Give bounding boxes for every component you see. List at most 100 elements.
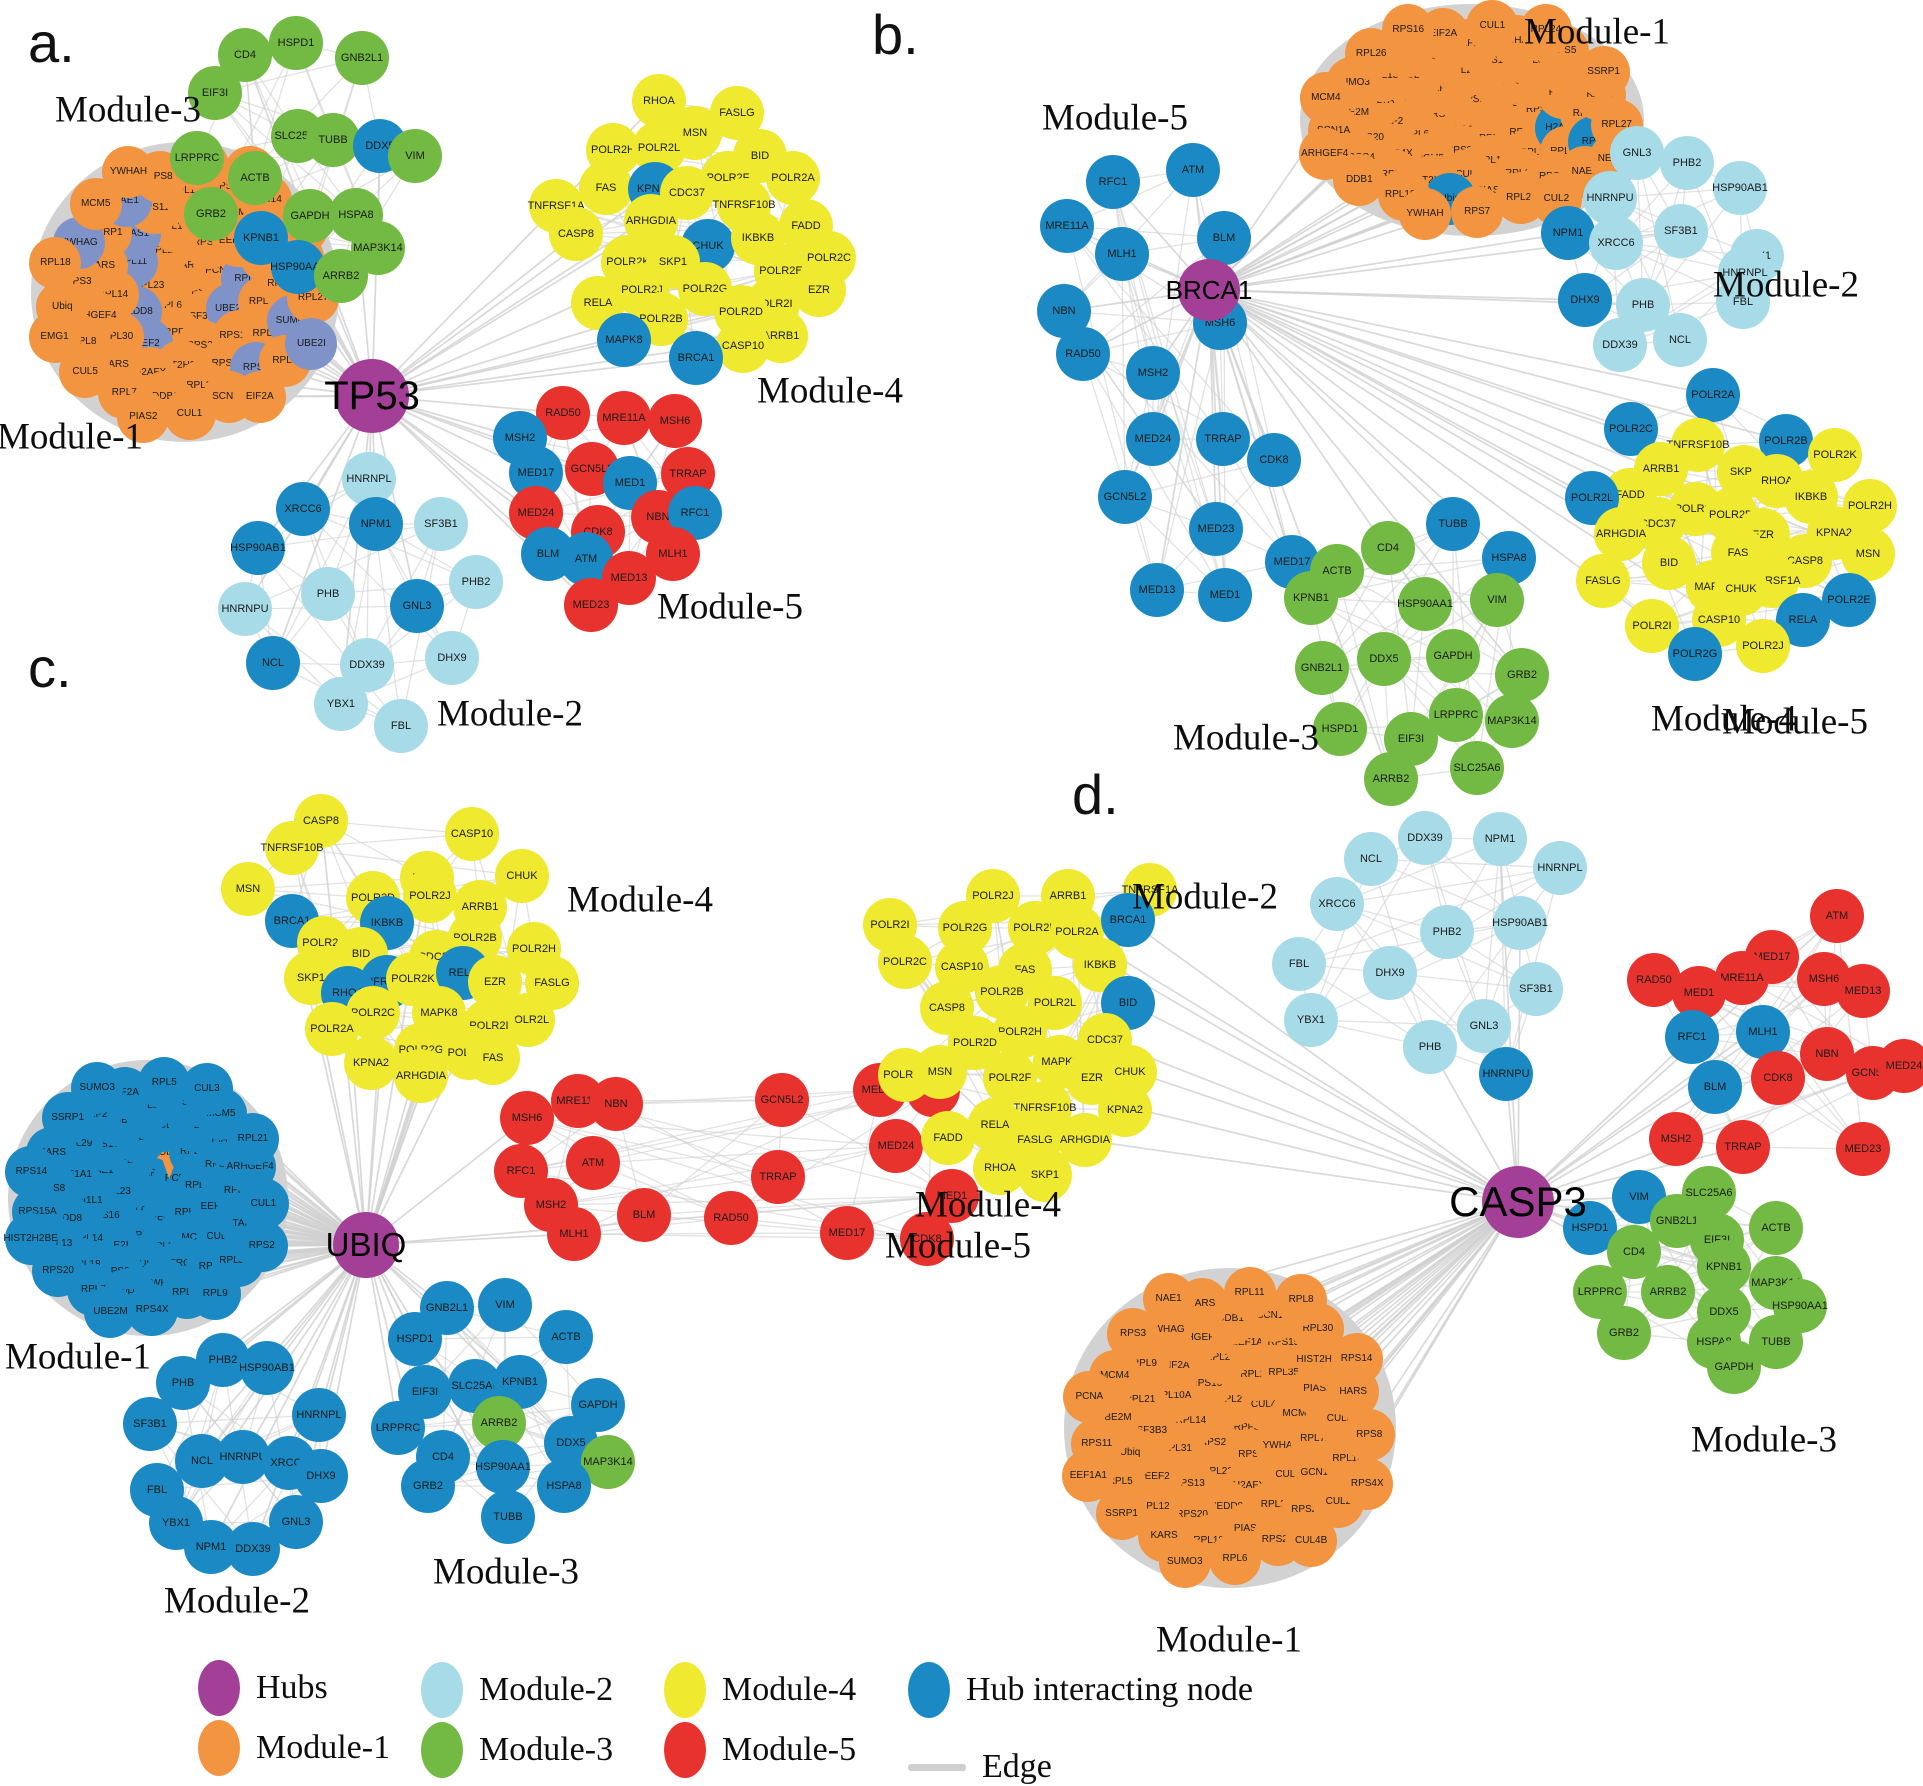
node-SF3B1: SF3B1 xyxy=(1509,962,1563,1016)
node-MRE11A: MRE11A xyxy=(597,391,651,445)
node-TUBB: TUBB xyxy=(481,1490,535,1544)
node-ARHGDIA: ARHGDIA xyxy=(1594,507,1648,561)
node-GRB2: GRB2 xyxy=(184,187,238,241)
node-PIAS2: PIAS2 xyxy=(117,390,170,443)
module-label: Module-1 xyxy=(5,1336,151,1378)
node-VIM: VIM xyxy=(1470,573,1524,627)
node-RPL8: RPL8 xyxy=(1275,1273,1328,1326)
node-GCN5L2: GCN5L2 xyxy=(755,1073,809,1127)
node-PHB: PHB xyxy=(301,567,355,621)
module-label: Module-5 xyxy=(657,586,803,628)
node-ARHGEF4: ARHGEF4 xyxy=(1298,127,1351,180)
node-RPL18: RPL18 xyxy=(29,237,82,290)
node-CASP8: CASP8 xyxy=(549,207,603,261)
node-HSPD1: HSPD1 xyxy=(1313,702,1367,756)
node-SKP1: SKP1 xyxy=(1018,1148,1072,1202)
node-FBL: FBL xyxy=(1716,275,1770,329)
node-TUBB: TUBB xyxy=(306,113,360,167)
node-BRCA1: BRCA1 xyxy=(1101,893,1155,947)
node-EIF3I: EIF3I xyxy=(188,66,242,120)
module-label: Module-5 xyxy=(885,1225,1031,1267)
module-label: Module-1 xyxy=(1156,1619,1302,1661)
node-NCL: NCL xyxy=(1653,313,1707,367)
node-RAD50: RAD50 xyxy=(1056,327,1110,381)
node-SF3B1: SF3B1 xyxy=(123,1397,177,1451)
node-RAD50: RAD50 xyxy=(536,386,590,440)
node-DHX9: DHX9 xyxy=(1363,946,1417,1000)
hub-BRCA1: BRCA1 xyxy=(1166,259,1252,321)
node-SUMO3: SUMO3 xyxy=(1158,1536,1211,1589)
module-label: Module-3 xyxy=(433,1551,579,1593)
node-MLH1: MLH1 xyxy=(547,1207,601,1261)
node-GNB2L1: GNB2L1 xyxy=(420,1281,474,1335)
node-TRRAP: TRRAP xyxy=(1716,1120,1770,1174)
node-RPL9: RPL9 xyxy=(189,1268,242,1321)
node-RAD50: RAD50 xyxy=(704,1191,758,1245)
node-FASLG: FASLG xyxy=(1576,554,1630,608)
node-GNB2L1: GNB2L1 xyxy=(1295,641,1349,695)
node-HNRNPU: HNRNPU xyxy=(1479,1047,1533,1101)
panel-letter: d. xyxy=(1072,763,1119,826)
node-BID: BID xyxy=(1101,976,1155,1030)
node-POLR2J: POLR2J xyxy=(1736,619,1790,673)
node-ARHGDIA: ARHGDIA xyxy=(394,1049,448,1103)
node-LRPPRC: LRPPRC xyxy=(1429,688,1483,742)
node-BLM: BLM xyxy=(1688,1060,1742,1114)
node-HSP90AB1: HSP90AB1 xyxy=(1492,896,1548,950)
node-TUBB: TUBB xyxy=(1426,497,1480,551)
node-HSP90AA1: HSP90AA1 xyxy=(1397,577,1453,631)
node-RPS7: RPS7 xyxy=(1451,185,1504,238)
module-label: Module-2 xyxy=(1713,264,1859,306)
node-MED24: MED24 xyxy=(869,1119,923,1173)
node-ATM: ATM xyxy=(1166,143,1220,197)
node-NPM1: NPM1 xyxy=(1473,812,1527,866)
node-MED1: MED1 xyxy=(1198,568,1252,622)
node-MSN: MSN xyxy=(221,862,275,916)
node-RPS14: RPS14 xyxy=(5,1145,58,1198)
node-POLR2G: POLR2G xyxy=(1668,627,1722,681)
node-YBX1: YBX1 xyxy=(1284,993,1338,1047)
node-HSP90AB1: HSP90AB1 xyxy=(230,521,286,575)
node-MED23: MED23 xyxy=(1189,502,1243,556)
node-XRCC6: XRCC6 xyxy=(1310,877,1364,931)
node-CDK8: CDK8 xyxy=(900,1212,954,1266)
module-label: Module-2 xyxy=(1132,876,1278,918)
node-GNB2L1: GNB2L1 xyxy=(335,31,389,85)
node-HNRNPL: HNRNPL xyxy=(1533,841,1587,895)
node-GRB2: GRB2 xyxy=(401,1459,455,1513)
node-BRCA1: BRCA1 xyxy=(669,331,723,385)
node-CUL1: CUL1 xyxy=(1466,0,1519,52)
node-RPS2: RPS2 xyxy=(235,1219,288,1272)
node-EEF1A1: EEF1A1 xyxy=(1062,1450,1115,1503)
node-CUL1: CUL1 xyxy=(163,388,216,441)
module-label: Module-5 xyxy=(1042,97,1188,139)
node-MED23: MED23 xyxy=(1836,1122,1890,1176)
node-ATM: ATM xyxy=(1810,889,1864,943)
node-RFC1: RFC1 xyxy=(1086,155,1140,209)
node-GAPDH: GAPDH xyxy=(1426,629,1480,683)
module-label: Module-4 xyxy=(1651,698,1797,740)
node-PHB2: PHB2 xyxy=(1420,905,1474,959)
node-HSP90AB1: HSP90AB1 xyxy=(239,1341,295,1395)
node-ACTB: ACTB xyxy=(539,1310,593,1364)
node-BLM: BLM xyxy=(1197,211,1251,265)
node-MSN: MSN xyxy=(1841,527,1895,581)
node-CD4: CD4 xyxy=(1361,521,1415,575)
node-ACTB: ACTB xyxy=(228,151,282,205)
node-MRE11A: MRE11A xyxy=(1040,199,1094,253)
node-SSRP1: SSRP1 xyxy=(1577,45,1630,98)
node-NCL: NCL xyxy=(1344,832,1398,886)
node-TNFRSF10B: TNFRSF10B xyxy=(261,821,323,875)
node-SLC25A6: SLC25A6 xyxy=(1450,741,1504,795)
node-CDK8: CDK8 xyxy=(1751,1051,1805,1105)
node-TRRAP: TRRAP xyxy=(1196,412,1250,466)
module-label: Module-3 xyxy=(1691,1419,1837,1461)
node-MED24: MED24 xyxy=(1126,412,1180,466)
node-DHX9: DHX9 xyxy=(425,631,479,685)
node-DDX39: DDX39 xyxy=(226,1522,280,1576)
node-HNRNPU: HNRNPU xyxy=(218,582,272,636)
node-EMG1: EMG1 xyxy=(28,310,81,363)
node-UBE2I: UBE2I xyxy=(285,318,338,371)
node-CUL3: CUL3 xyxy=(180,1062,233,1115)
